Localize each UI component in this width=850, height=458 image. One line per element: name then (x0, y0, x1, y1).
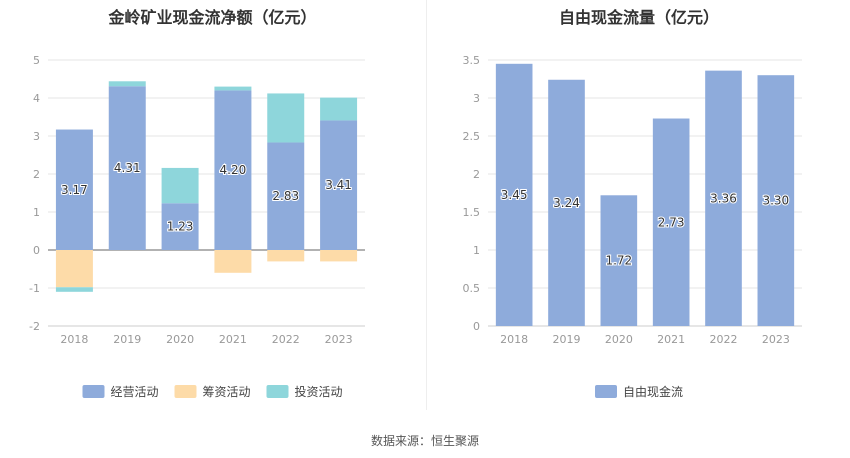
x-tick-label: 2023 (325, 333, 353, 346)
legend-label: 筹资活动 (203, 385, 251, 399)
bar-2-2022 (267, 93, 305, 143)
data-label: 2.83 (272, 189, 299, 203)
x-tick-label: 2019 (113, 333, 141, 346)
x-tick-label: 2023 (762, 333, 790, 346)
chart-title-right: 自由现金流量（亿元） (558, 8, 719, 27)
y-tick-label: 2 (33, 168, 40, 181)
legend-label: 经营活动 (111, 385, 159, 399)
y-tick-label: 3.5 (463, 54, 481, 67)
y-tick-label: -1 (29, 282, 40, 295)
y-tick-label: 1 (473, 244, 480, 257)
y-tick-label: 0 (33, 244, 40, 257)
legend-swatch-0 (595, 385, 617, 398)
data-source-note: 数据来源：恒生聚源 (370, 434, 479, 448)
bar-0-2019 (548, 79, 585, 326)
cash-flow-net-chart: 金岭矿业现金流净额（亿元） -2 -1 0 1 2 3 4 5 2018 2019 2020 2021… (0, 0, 425, 410)
bar-2-2018 (55, 287, 93, 292)
legend-label: 自由现金流 (623, 384, 683, 399)
bar-0-2020 (600, 195, 638, 326)
x-tick-label: 2018 (500, 333, 528, 346)
x-tick-label: 2020 (166, 333, 194, 346)
y-tick-label: -2 (29, 320, 40, 333)
panel-divider (426, 0, 427, 410)
data-label: 3.45 (501, 188, 528, 202)
bar-0-2023 (320, 120, 358, 250)
bar-0-2020 (161, 203, 199, 250)
bar-2-2023 (320, 97, 358, 121)
y-tick-label: 2.5 (463, 130, 481, 143)
bar-2-2020 (161, 167, 199, 204)
legend-swatch-1 (174, 385, 197, 398)
x-tick-label: 2020 (605, 333, 633, 346)
y-tick-label: 1 (33, 206, 40, 219)
x-tick-label: 2019 (553, 333, 581, 346)
free-cash-flow-chart: 自由现金流量（亿元） 0 0.5 1 1.5 2 2.5 3 3.5 2018 2019 2020 2… (428, 0, 850, 410)
x-tick-label: 2021 (657, 333, 685, 346)
legend-label: 投资活动 (295, 384, 343, 399)
legend-swatch-0 (82, 385, 105, 398)
y-tick-label: 0 (473, 320, 480, 333)
bar-1-2018 (55, 250, 93, 288)
data-label: 4.20 (220, 163, 247, 177)
y-tick-label: 0.5 (463, 282, 481, 295)
data-label: 4.31 (114, 161, 141, 175)
y-tick-label: 2 (473, 168, 480, 181)
chart-title-left: 金岭矿业现金流净额（亿元） (108, 8, 317, 27)
y-tick-label: 4 (33, 92, 40, 105)
x-tick-label: 2022 (272, 333, 300, 346)
bar-2-2019 (108, 81, 146, 87)
y-tick-label: 3 (33, 130, 40, 143)
data-label: 3.24 (553, 196, 580, 210)
bar-1-2021 (214, 250, 252, 273)
x-tick-label: 2022 (710, 333, 738, 346)
data-label: 3.41 (325, 178, 352, 192)
data-label: 1.72 (605, 254, 632, 268)
cash-flow-net-svg: -2 -1 0 1 2 3 4 5 2018 2019 2020 2021 2022 2023 3.17 4.… (29, 54, 365, 399)
free-cash-flow-svg: 0 0.5 1 1.5 2 2.5 3 3.5 2018 2019 2020 2021 2022 2023… (463, 54, 802, 399)
bar-0-2018 (55, 129, 93, 250)
bar-0-2023 (757, 75, 795, 326)
bar-0-2019 (108, 86, 146, 250)
bar-0-2021 (214, 90, 252, 251)
bar-0-2021 (652, 118, 690, 327)
data-label: 3.17 (61, 183, 88, 197)
data-label: 3.36 (710, 191, 737, 205)
bar-0-2022 (267, 142, 305, 250)
bar-1-2022 (267, 250, 305, 262)
y-tick-label: 3 (473, 92, 480, 105)
x-tick-label: 2018 (60, 333, 88, 346)
legend-swatch-2 (266, 385, 289, 398)
y-tick-label: 1.5 (463, 206, 481, 219)
x-tick-label: 2021 (219, 333, 247, 346)
bar-0-2018 (495, 63, 533, 327)
data-label: 2.73 (658, 215, 685, 229)
bar-2-2021 (214, 86, 252, 91)
data-label: 3.30 (762, 194, 789, 208)
bar-0-2022 (705, 70, 742, 326)
bar-1-2023 (320, 250, 358, 262)
data-label: 1.23 (167, 220, 194, 234)
y-tick-label: 5 (33, 54, 40, 67)
